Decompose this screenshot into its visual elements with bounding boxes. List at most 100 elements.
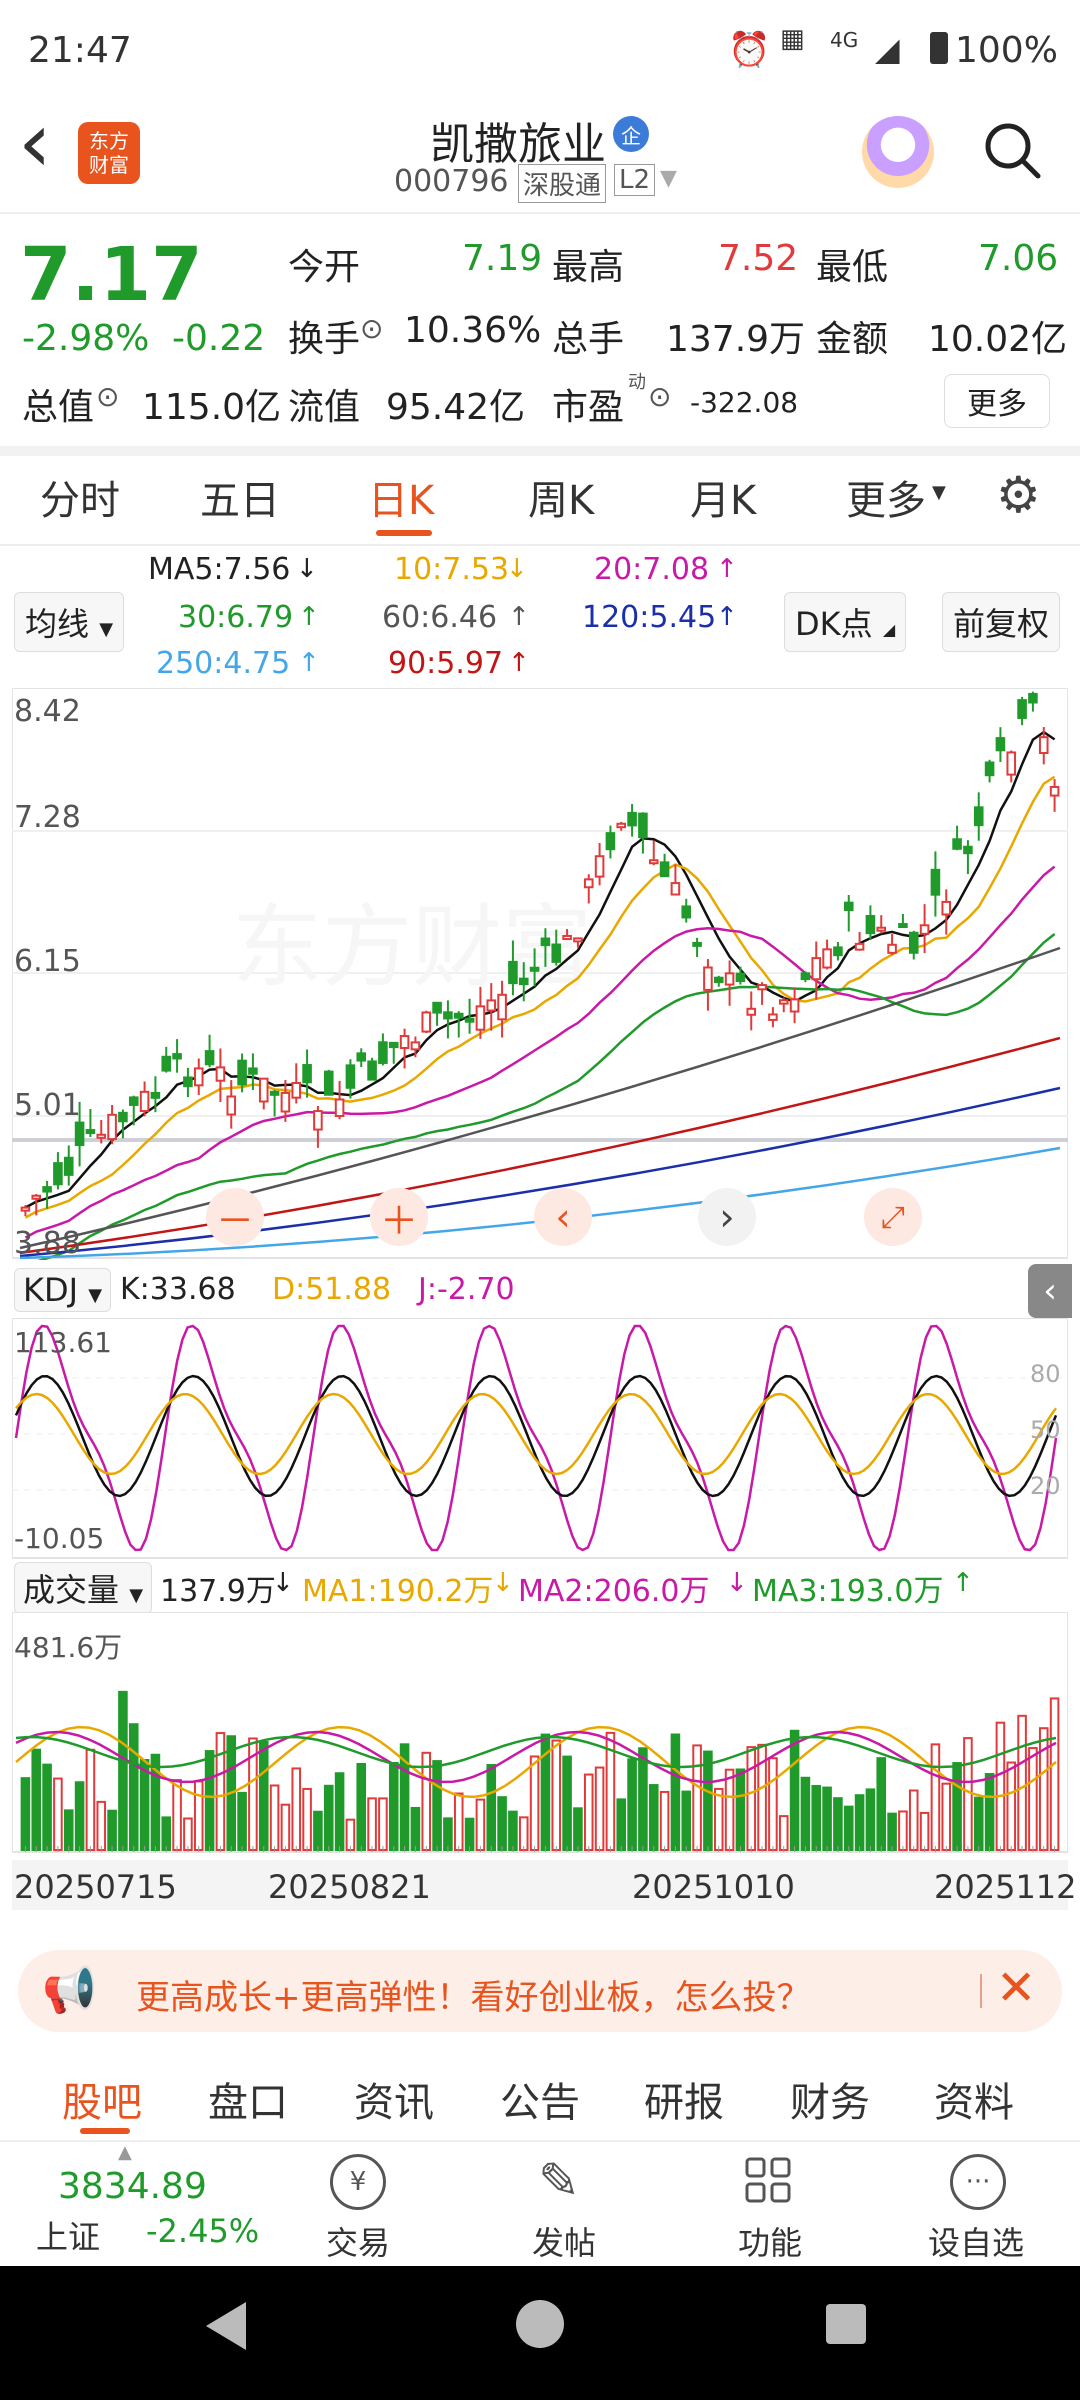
zoom-in-button[interactable]: ＋ <box>370 1188 428 1246</box>
ma10-trend: ↓ <box>506 554 528 584</box>
kdj-chart[interactable] <box>12 1318 1068 1560</box>
back-icon[interactable]: ‹ <box>18 93 52 191</box>
candle-body <box>508 960 518 985</box>
candle-body <box>96 1133 107 1139</box>
scroll-right-button[interactable]: › <box>698 1188 756 1246</box>
tab-more[interactable]: 更多 <box>846 478 926 524</box>
subtab-caiwu[interactable]: 财务 <box>790 2080 870 2126</box>
candle-body <box>42 1186 52 1193</box>
candle-body <box>356 1052 367 1062</box>
volume-bar <box>638 1747 648 1851</box>
promo-banner[interactable]: 📢 更高成长+更高弹性！看好创业板，怎么投？ ✕ <box>18 1950 1062 2032</box>
date-ticks <box>24 1846 1056 1852</box>
close-icon[interactable]: ✕ <box>996 1960 1037 2016</box>
tab-fenshi[interactable]: 分时 <box>40 478 120 524</box>
active-tab-underline <box>376 530 432 536</box>
candle-body <box>204 1050 215 1066</box>
search-icon[interactable] <box>982 120 1041 179</box>
date-label-1: 20250715 <box>14 1868 177 1906</box>
date-axis <box>12 1860 1068 1910</box>
scroll-left-button[interactable]: ‹ <box>534 1188 592 1246</box>
volume-bar <box>1017 1714 1027 1852</box>
candle-body <box>345 1064 356 1089</box>
settings-icon[interactable]: ⚙ <box>996 466 1041 524</box>
robot-avatar-icon[interactable] <box>862 116 934 188</box>
candle-body <box>183 1076 193 1088</box>
kdj-k-line <box>14 1374 1058 1498</box>
kdj-selector[interactable]: KDJ ▼ <box>14 1268 112 1312</box>
battery-icon <box>930 32 948 64</box>
index-value[interactable]: 3834.89 <box>58 2166 207 2207</box>
volume-bar <box>204 1750 215 1851</box>
more-button[interactable]: 更多 <box>944 374 1050 428</box>
fullscreen-button[interactable]: ⤢ <box>864 1188 922 1246</box>
dk-button[interactable]: DK点 ◢ <box>784 592 907 652</box>
candle-body <box>963 845 973 855</box>
volume-bar <box>464 1817 475 1851</box>
subtab-guba[interactable]: 股吧 <box>62 2080 142 2126</box>
ma250-trend: ↑ <box>298 648 320 678</box>
candle-body <box>128 1096 139 1106</box>
candle-body <box>995 737 1006 752</box>
volume-bar <box>681 1790 692 1851</box>
subtab-yanbao[interactable]: 研报 <box>644 2080 724 2126</box>
home-nav-icon[interactable] <box>516 2300 564 2348</box>
trade-icon[interactable]: ¥ <box>330 2154 386 2210</box>
volume-trend: ↓ <box>272 1568 294 1598</box>
subtab-pankou[interactable]: 盘口 <box>208 2080 288 2126</box>
info-icon[interactable]: ⊙ <box>360 312 384 345</box>
watchlist-icon[interactable]: ··· <box>950 2154 1006 2210</box>
post-icon[interactable]: ✎ <box>538 2152 580 2210</box>
ma20-label: 20:7.08 <box>594 552 710 587</box>
kdj-axis-bottom: -10.05 <box>14 1522 105 1555</box>
subtab-gonggao[interactable]: 公告 <box>500 2080 580 2126</box>
fq-button[interactable]: 前复权 <box>942 592 1061 652</box>
caret-icon: ▼ <box>88 1285 103 1306</box>
volume-bar <box>323 1784 334 1851</box>
candle-body <box>681 905 692 919</box>
candle-body <box>735 972 746 983</box>
subtab-zixun[interactable]: 资讯 <box>354 2080 434 2126</box>
info-icon[interactable]: ⊙ <box>96 380 120 413</box>
candle-body <box>269 1090 280 1096</box>
candle-body <box>237 1059 247 1086</box>
tab-wuri[interactable]: 五日 <box>200 478 280 524</box>
tab-rik[interactable]: 日K <box>368 478 435 524</box>
volume-selector[interactable]: 成交量 ▼ <box>14 1562 153 1614</box>
candle-body <box>172 1053 182 1060</box>
volume-bar <box>63 1809 74 1852</box>
volume-chart[interactable] <box>12 1612 1068 1854</box>
amount-value: 10.02亿 <box>928 319 1068 360</box>
collapse-panel-button[interactable]: ‹ <box>1028 1264 1072 1318</box>
volume-bar <box>128 1723 139 1851</box>
candle-body <box>800 972 811 981</box>
candle-body <box>724 972 735 986</box>
volume-bar <box>659 1790 670 1851</box>
ma250-line <box>19 1146 1061 1260</box>
candle-body <box>291 1082 302 1099</box>
ma120-line <box>19 1086 1061 1258</box>
tab-zhouk[interactable]: 周K <box>528 478 595 524</box>
volume-bar <box>930 1743 941 1852</box>
volume-bar <box>573 1807 583 1851</box>
dropdown-icon[interactable]: ▼ <box>660 166 677 191</box>
ma-selector[interactable]: 均线 ▼ <box>14 592 125 652</box>
volume-bar <box>334 1772 345 1851</box>
float-value: 95.42亿 <box>386 387 526 428</box>
candle-body <box>31 1194 42 1200</box>
kdj-selector-label: KDJ <box>23 1271 79 1309</box>
candle-body <box>930 868 941 896</box>
open-label: 今开 <box>288 247 361 288</box>
back-nav-icon[interactable] <box>206 2302 246 2350</box>
zoom-out-button[interactable]: － <box>206 1188 264 1246</box>
function-icon[interactable] <box>744 2156 792 2204</box>
tab-yuek[interactable]: 月K <box>690 478 757 524</box>
candle-body <box>20 1206 31 1212</box>
candle-body <box>1006 751 1017 776</box>
candle-body <box>367 1060 377 1081</box>
recents-nav-icon[interactable] <box>826 2304 866 2344</box>
volume-bar <box>258 1740 269 1851</box>
subtab-ziliao[interactable]: 资料 <box>934 2080 1014 2126</box>
info-icon[interactable]: ⊙ <box>648 380 672 413</box>
kline-chart[interactable]: 东方财富 <box>12 688 1068 1260</box>
